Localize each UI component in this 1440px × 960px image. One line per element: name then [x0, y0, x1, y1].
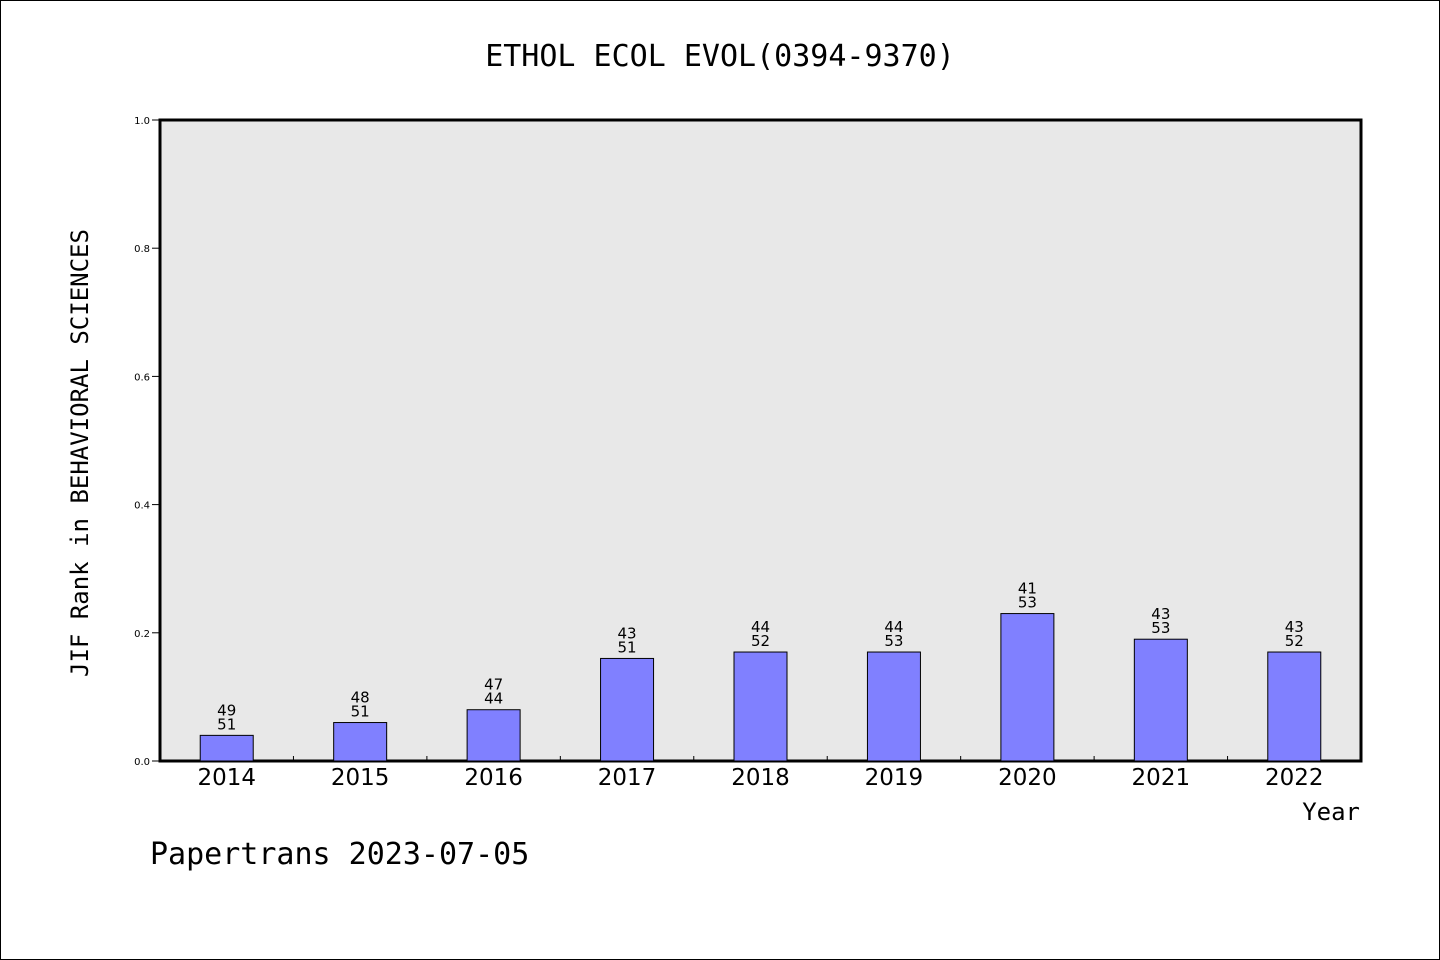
footer-text: Papertrans 2023-07-05: [150, 837, 529, 872]
bar: [733, 651, 788, 762]
bar-label-rank: 43: [1151, 605, 1170, 623]
bar-label-total: 53: [884, 632, 903, 650]
x-ticks: 2014 2015 2016 2017 2018 2019 2020 2021 2022: [197, 756, 1324, 791]
bar-label-total: 53: [1018, 594, 1037, 612]
bar: [1000, 613, 1055, 762]
bar-label-total: 52: [1285, 632, 1304, 650]
bar-label-rank: 48: [351, 689, 370, 707]
x-axis-label: Year: [1302, 798, 1360, 826]
y-axis-label: JIF Rank in BEHAVIORAL SCIENCES: [66, 229, 94, 677]
x-tick-label: 2020: [998, 765, 1057, 791]
x-tick-label: 2019: [865, 765, 924, 791]
y-tick-label: 1.0: [134, 116, 150, 127]
chart-title: ETHOL ECOL EVOL(0394-9370): [485, 39, 955, 74]
bar-label-total: 51: [618, 638, 637, 656]
bar-label-rank: 43: [618, 624, 637, 642]
x-tick-label: 2014: [197, 765, 256, 791]
x-tick-label: 2022: [1265, 765, 1324, 791]
bar-label-total: 51: [217, 715, 236, 733]
bar: [866, 651, 921, 762]
bar: [1267, 651, 1322, 762]
y-tick-label: 0.0: [134, 757, 150, 768]
y-ticks: 0.0 0.2 0.4 0.6 0.8 1.0: [134, 116, 160, 768]
x-tick-label: 2021: [1132, 765, 1191, 791]
bar-label-rank: 49: [217, 701, 236, 719]
x-tick-label: 2017: [598, 765, 657, 791]
bar-label-total: 52: [751, 632, 770, 650]
bar-label-rank: 43: [1285, 618, 1304, 636]
x-tick-label: 2016: [464, 765, 523, 791]
y-tick-label: 0.4: [134, 501, 150, 512]
x-tick-label: 2015: [331, 765, 390, 791]
bar: [199, 734, 254, 762]
y-tick-label: 0.2: [134, 629, 150, 640]
bar: [600, 657, 655, 762]
bar-label-rank: 44: [884, 618, 903, 636]
bar: [333, 722, 388, 762]
bar: [466, 709, 521, 762]
bar: [1133, 638, 1188, 762]
bar-label-total: 44: [484, 690, 503, 708]
bar-label-rank: 41: [1018, 580, 1037, 598]
bar-label-rank: 47: [484, 676, 503, 694]
y-tick-label: 0.6: [134, 372, 150, 383]
bar-label-total: 51: [351, 703, 370, 721]
x-tick-label: 2018: [731, 765, 790, 791]
bar-label-rank: 44: [751, 618, 770, 636]
y-tick-label: 0.8: [134, 244, 150, 255]
bar-label-total: 53: [1151, 619, 1170, 637]
